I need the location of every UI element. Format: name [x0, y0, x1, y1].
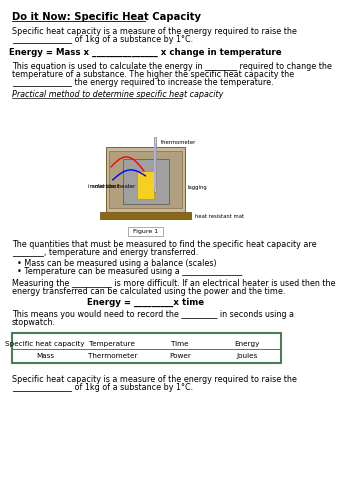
Bar — [154, 137, 156, 192]
Text: Specific heat capacity is a measure of the energy required to raise the: Specific heat capacity is a measure of t… — [12, 375, 297, 384]
Text: This equation is used to calculate the energy in ________ required to change the: This equation is used to calculate the e… — [12, 62, 331, 71]
Text: Energy: Energy — [234, 341, 260, 347]
Text: Thermometer: Thermometer — [88, 353, 137, 359]
Text: immersion heater: immersion heater — [88, 184, 135, 190]
Bar — [100, 212, 191, 219]
Text: • Mass can be measured using a balance (scales): • Mass can be measured using a balance (… — [17, 259, 216, 268]
Text: _______________ of 1kg of a substance by 1°C.: _______________ of 1kg of a substance by… — [12, 35, 193, 44]
Text: Do it Now: Specific Heat Capacity: Do it Now: Specific Heat Capacity — [12, 12, 201, 22]
Text: Mass: Mass — [36, 353, 54, 359]
Text: lagging: lagging — [187, 184, 207, 190]
Text: Time: Time — [171, 341, 189, 347]
Text: stopwatch.: stopwatch. — [12, 318, 55, 327]
Text: The quantities that must be measured to find the specific heat capacity are: The quantities that must be measured to … — [12, 240, 316, 249]
Text: Energy = Mass x _______________ x change in temperature: Energy = Mass x _______________ x change… — [10, 48, 282, 57]
Text: Practical method to determine specific heat capacity: Practical method to determine specific h… — [12, 90, 223, 99]
Bar — [109, 151, 182, 208]
Text: Specific heat capacity: Specific heat capacity — [5, 341, 85, 347]
Text: _______________ of 1kg of a substance by 1°C.: _______________ of 1kg of a substance by… — [12, 383, 193, 392]
Bar — [122, 159, 169, 204]
Bar — [154, 143, 156, 190]
Bar — [106, 147, 185, 212]
Bar — [12, 333, 281, 363]
Text: Temperature: Temperature — [89, 341, 136, 347]
Text: • Temperature can be measured using a _______________: • Temperature can be measured using a __… — [17, 267, 242, 276]
Text: solid block: solid block — [92, 184, 120, 188]
Text: ________, temperature and energy transferred.: ________, temperature and energy transfe… — [12, 248, 198, 257]
Bar — [128, 227, 163, 236]
Text: This means you would need to record the _________ in seconds using a: This means you would need to record the … — [12, 310, 294, 319]
Text: Energy = _________x time: Energy = _________x time — [87, 298, 204, 307]
Text: energy transferred can be calculated using the power and the time.: energy transferred can be calculated usi… — [12, 287, 285, 296]
Text: Specific heat capacity is a measure of the energy required to raise the: Specific heat capacity is a measure of t… — [12, 27, 297, 36]
Text: Joules: Joules — [236, 353, 258, 359]
Text: thermometer: thermometer — [161, 140, 196, 144]
Text: _______________ the energy required to increase the temperature.: _______________ the energy required to i… — [12, 78, 273, 87]
Text: heat resistant mat: heat resistant mat — [195, 214, 245, 218]
Text: Measuring the __________ is more difficult. If an electrical heater is used then: Measuring the __________ is more difficu… — [12, 279, 335, 288]
Text: Figure 1: Figure 1 — [133, 228, 158, 234]
Text: temperature of a substance. The higher the specific heat capacity the: temperature of a substance. The higher t… — [12, 70, 294, 79]
Bar — [137, 171, 154, 199]
Text: Power: Power — [169, 353, 191, 359]
